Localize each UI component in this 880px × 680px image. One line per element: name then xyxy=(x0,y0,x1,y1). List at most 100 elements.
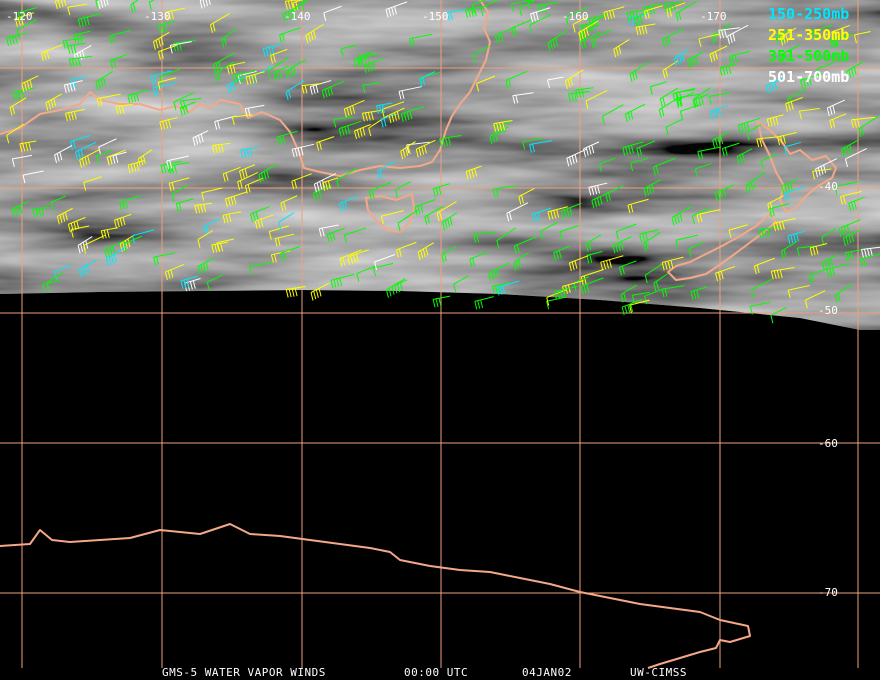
barb-staff xyxy=(676,93,700,99)
barb-flag xyxy=(756,138,760,148)
barb-flag xyxy=(133,93,137,102)
barb-flag xyxy=(160,50,164,59)
barb-staff xyxy=(643,179,661,189)
wind-barb xyxy=(113,213,132,229)
barb-flag xyxy=(790,101,794,110)
wind-barb xyxy=(652,157,676,176)
barb-flag xyxy=(178,202,182,211)
barb-flag xyxy=(200,133,204,143)
barb-flag xyxy=(374,261,378,271)
barb-flag xyxy=(313,30,317,39)
barb-flag xyxy=(572,24,576,33)
barb-staff xyxy=(715,266,736,274)
wind-barb xyxy=(285,59,307,80)
barb-flag xyxy=(747,183,751,192)
barb-staff xyxy=(506,202,529,214)
barb-staff xyxy=(529,14,551,26)
barb-staff xyxy=(821,228,837,238)
barb-flag xyxy=(632,72,636,81)
wind-barb xyxy=(212,52,235,73)
barb-flag xyxy=(571,261,575,270)
barb-flag xyxy=(285,91,289,100)
barb-flag xyxy=(278,221,282,231)
barb-flag xyxy=(164,23,168,32)
barb-staff xyxy=(766,77,785,86)
barb-flag xyxy=(381,109,385,118)
barb-flag xyxy=(200,204,204,213)
barb-flag xyxy=(597,185,601,194)
wind-barb xyxy=(591,29,611,49)
barb-flag xyxy=(594,198,598,208)
barb-flag xyxy=(649,6,653,15)
wind-barb xyxy=(280,195,298,212)
barb-flag xyxy=(712,52,716,61)
barb-flag xyxy=(808,77,812,86)
wind-barb xyxy=(273,65,289,81)
barb-flag xyxy=(186,279,190,288)
barb-flag xyxy=(649,86,653,95)
barb-flag xyxy=(205,262,209,271)
barb-flag xyxy=(67,224,71,233)
barb-flag xyxy=(843,147,847,156)
barb-flag xyxy=(628,145,632,155)
barb-staff xyxy=(173,92,194,103)
latitude-label: -50 xyxy=(818,304,838,317)
wind-barb xyxy=(336,168,358,189)
barb-flag xyxy=(740,124,744,133)
barb-staff xyxy=(250,206,270,215)
barb-flag xyxy=(313,183,317,193)
barb-flag xyxy=(667,36,671,45)
barb-flag xyxy=(105,258,109,267)
barb-flag xyxy=(580,286,584,295)
wind-barb xyxy=(301,82,322,94)
barb-staff xyxy=(797,245,816,249)
barb-staff xyxy=(626,9,644,14)
barb-flag xyxy=(550,210,554,220)
barb-flag xyxy=(69,83,73,92)
barb-flag xyxy=(532,12,536,22)
barb-flag xyxy=(16,29,20,39)
barb-staff xyxy=(158,44,177,53)
wind-barb xyxy=(322,177,339,191)
barb-flag xyxy=(728,56,732,65)
barb-flag xyxy=(449,217,453,226)
barb-flag xyxy=(291,181,295,190)
barb-flag xyxy=(603,261,607,270)
wind-barb xyxy=(547,30,568,51)
wind-barb xyxy=(83,176,103,191)
barb-staff xyxy=(805,290,826,301)
barb-flag xyxy=(103,230,107,239)
barb-flag xyxy=(547,42,551,51)
barb-staff xyxy=(323,5,342,14)
wind-barb xyxy=(201,187,223,201)
barb-flag xyxy=(639,233,643,243)
barb-flag xyxy=(851,201,855,211)
wind-barb xyxy=(221,28,238,48)
barb-flag xyxy=(257,219,261,229)
barb-flag xyxy=(809,247,813,256)
barb-flag xyxy=(197,135,201,144)
wind-barb xyxy=(798,107,820,120)
barb-flag xyxy=(432,188,436,197)
barb-flag xyxy=(100,0,104,8)
barb-staff xyxy=(310,282,330,293)
wind-barb xyxy=(209,12,230,33)
barb-flag xyxy=(547,79,551,88)
barb-flag xyxy=(240,150,244,159)
barb-flag xyxy=(305,35,309,44)
barb-flag xyxy=(781,33,784,42)
barb-flag xyxy=(814,30,818,39)
barb-staff xyxy=(600,255,624,263)
barb-flag xyxy=(417,205,421,214)
wind-barb xyxy=(834,284,853,303)
barb-flag xyxy=(847,252,851,261)
barb-flag xyxy=(565,17,569,26)
barb-flag xyxy=(244,168,248,177)
wind-barb xyxy=(284,0,302,10)
wind-barb xyxy=(472,45,490,63)
barb-flag xyxy=(783,249,787,258)
wind-barb xyxy=(518,187,535,205)
barb-flag xyxy=(591,40,595,49)
barb-flag xyxy=(63,0,67,7)
barb-staff xyxy=(344,227,367,236)
